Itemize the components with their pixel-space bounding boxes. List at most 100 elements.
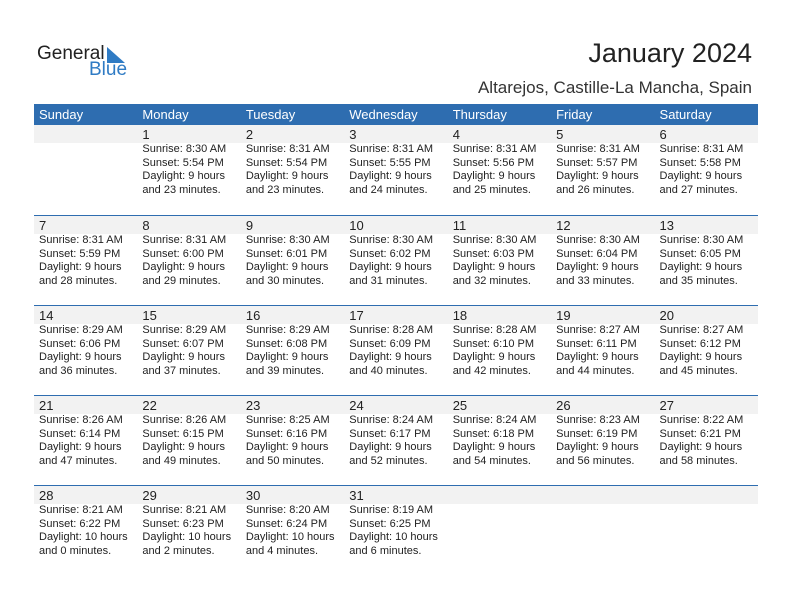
sunset-text: Sunset: 6:18 PM bbox=[452, 427, 535, 440]
day-cell: 4 Sunrise: 8:31 AM Sunset: 5:56 PM Daylight… bbox=[448, 125, 551, 215]
sunset-text: Sunset: 6:21 PM bbox=[659, 427, 741, 440]
daylight-text: Daylight: 9 hours bbox=[556, 261, 639, 273]
sunset-text: Sunset: 6:00 PM bbox=[142, 247, 224, 260]
day-cell: 7 Sunrise: 8:31 AM Sunset: 5:59 PM Daylight… bbox=[34, 216, 137, 305]
day-number: 1 bbox=[142, 127, 150, 142]
daylight-text: Daylight: 9 hours bbox=[349, 441, 432, 453]
day-cell: 19 Sunrise: 8:27 AM Sunset: 6:11 PM Dayligh… bbox=[551, 306, 654, 395]
daylight-minutes-text: and 50 minutes. bbox=[245, 454, 325, 467]
logo-text-blue: Blue bbox=[89, 59, 128, 80]
sunrise-text: Sunrise: 8:30 AM bbox=[349, 234, 434, 246]
sunset-text: Sunset: 5:54 PM bbox=[142, 156, 224, 169]
daylight-text: Daylight: 9 hours bbox=[556, 170, 639, 182]
logo-triangle-icon bbox=[107, 47, 125, 63]
daylight-minutes-text: and 45 minutes. bbox=[659, 364, 738, 377]
daylight-minutes-text: and 37 minutes. bbox=[142, 364, 221, 377]
day-number: 23 bbox=[245, 398, 261, 413]
day-cell: 18 Sunrise: 8:28 AM Sunset: 6:10 PM Dayligh… bbox=[448, 306, 551, 395]
daylight-minutes-text: and 4 minutes. bbox=[245, 544, 318, 557]
sunrise-text: Sunrise: 8:26 AM bbox=[142, 414, 227, 426]
sunset-text: Sunset: 6:12 PM bbox=[659, 337, 741, 350]
day-cell: 24 Sunrise: 8:24 AM Sunset: 6:17 PM Dayligh… bbox=[344, 396, 447, 485]
sunrise-text: Sunrise: 8:29 AM bbox=[245, 324, 330, 336]
day-cell: 31 Sunrise: 8:19 AM Sunset: 6:25 PM Dayligh… bbox=[344, 486, 447, 575]
day-number: 10 bbox=[349, 218, 364, 233]
day-cell: 3 Sunrise: 8:31 AM Sunset: 5:55 PM Daylight… bbox=[344, 125, 447, 215]
sunset-text: Sunset: 6:19 PM bbox=[556, 427, 638, 440]
daylight-text: Daylight: 9 hours bbox=[39, 441, 122, 453]
daylight-text: Daylight: 9 hours bbox=[556, 351, 639, 363]
day-cell: 23 Sunrise: 8:25 AM Sunset: 6:16 PM Dayligh… bbox=[241, 396, 344, 485]
sunset-text: Sunset: 6:08 PM bbox=[245, 337, 328, 350]
daylight-text: Daylight: 9 hours bbox=[659, 441, 743, 453]
sunset-text: Sunset: 6:17 PM bbox=[349, 427, 431, 440]
daylight-text: Daylight: 9 hours bbox=[39, 261, 122, 273]
location-subtitle: Altarejos, Castille-La Mancha, Spain bbox=[477, 78, 752, 97]
day-cell: 8 Sunrise: 8:31 AM Sunset: 6:00 PM Daylight… bbox=[137, 216, 240, 305]
day-number: 18 bbox=[452, 308, 468, 323]
daylight-text: Daylight: 9 hours bbox=[659, 261, 743, 273]
day-number-band bbox=[34, 396, 758, 414]
sunset-text: Sunset: 6:23 PM bbox=[142, 517, 224, 530]
day-cell: 29 Sunrise: 8:21 AM Sunset: 6:23 PM Dayligh… bbox=[137, 486, 240, 575]
sunrise-text: Sunrise: 8:27 AM bbox=[659, 324, 744, 336]
day-cell: 27 Sunrise: 8:22 AM Sunset: 6:21 PM Dayligh… bbox=[655, 396, 758, 485]
daylight-text: Daylight: 9 hours bbox=[142, 170, 225, 182]
sunrise-text: Sunrise: 8:31 AM bbox=[659, 143, 744, 155]
day-cell: 22 Sunrise: 8:26 AM Sunset: 6:15 PM Dayligh… bbox=[137, 396, 240, 485]
daylight-minutes-text: and 39 minutes. bbox=[245, 364, 325, 377]
day-number: 26 bbox=[556, 398, 571, 413]
day-number: 6 bbox=[659, 127, 667, 142]
sunrise-text: Sunrise: 8:27 AM bbox=[556, 324, 640, 336]
daylight-text: Daylight: 9 hours bbox=[142, 261, 225, 273]
weekday-saturday: Saturday bbox=[659, 107, 712, 122]
empty-day-cell bbox=[34, 125, 137, 215]
week-row: 28 Sunrise: 8:21 AM Sunset: 6:22 PM Dayligh… bbox=[34, 485, 758, 575]
sunrise-text: Sunrise: 8:26 AM bbox=[39, 414, 123, 426]
sunset-text: Sunset: 5:58 PM bbox=[659, 156, 741, 169]
sunrise-text: Sunrise: 8:29 AM bbox=[39, 324, 123, 336]
daylight-minutes-text: and 24 minutes. bbox=[349, 183, 428, 196]
sunrise-text: Sunrise: 8:31 AM bbox=[142, 234, 227, 246]
daylight-minutes-text: and 40 minutes. bbox=[349, 364, 428, 377]
week-row: 21 Sunrise: 8:26 AM Sunset: 6:14 PM Dayligh… bbox=[34, 395, 758, 485]
empty-day-cell bbox=[551, 486, 654, 575]
weekday-header: Sunday Monday Tuesday Wednesday Thursday Frid… bbox=[34, 104, 758, 125]
day-number: 3 bbox=[349, 127, 357, 142]
sunset-text: Sunset: 6:16 PM bbox=[245, 427, 328, 440]
daylight-minutes-text: and 26 minutes. bbox=[556, 183, 635, 196]
daylight-minutes-text: and 36 minutes. bbox=[39, 364, 118, 377]
day-cell: 25 Sunrise: 8:24 AM Sunset: 6:18 PM Dayligh… bbox=[448, 396, 551, 485]
sunrise-text: Sunrise: 8:30 AM bbox=[452, 234, 537, 246]
daylight-text: Daylight: 9 hours bbox=[245, 170, 329, 182]
sunset-text: Sunset: 6:15 PM bbox=[142, 427, 224, 440]
daylight-text: Daylight: 9 hours bbox=[659, 351, 743, 363]
day-cell: 10 Sunrise: 8:30 AM Sunset: 6:02 PM Dayligh… bbox=[344, 216, 447, 305]
day-number-band bbox=[34, 216, 758, 234]
logo-text-general: General bbox=[37, 43, 105, 64]
daylight-minutes-text: and 49 minutes. bbox=[142, 454, 221, 467]
daylight-text: Daylight: 10 hours bbox=[142, 531, 232, 543]
sunset-text: Sunset: 6:10 PM bbox=[452, 337, 535, 350]
sunrise-text: Sunrise: 8:31 AM bbox=[556, 143, 640, 155]
sunset-text: Sunset: 6:09 PM bbox=[349, 337, 431, 350]
sunset-text: Sunset: 6:24 PM bbox=[245, 517, 328, 530]
sunset-text: Sunset: 6:03 PM bbox=[452, 247, 535, 260]
daylight-minutes-text: and 30 minutes. bbox=[245, 274, 325, 287]
daylight-text: Daylight: 9 hours bbox=[452, 441, 536, 453]
day-number: 22 bbox=[142, 398, 157, 413]
daylight-text: Daylight: 9 hours bbox=[452, 170, 536, 182]
sunset-text: Sunset: 6:04 PM bbox=[556, 247, 638, 260]
day-cell: 1 Sunrise: 8:30 AM Sunset: 5:54 PM Daylight… bbox=[137, 125, 240, 215]
day-cell: 6 Sunrise: 8:31 AM Sunset: 5:58 PM Daylight… bbox=[655, 125, 758, 215]
day-number: 8 bbox=[142, 218, 150, 233]
day-number: 14 bbox=[39, 308, 54, 323]
sunset-text: Sunset: 6:14 PM bbox=[39, 427, 121, 440]
daylight-minutes-text: and 2 minutes. bbox=[142, 544, 215, 557]
daylight-text: Daylight: 9 hours bbox=[245, 261, 329, 273]
sunrise-text: Sunrise: 8:28 AM bbox=[349, 324, 434, 336]
daylight-minutes-text: and 0 minutes. bbox=[39, 544, 112, 557]
day-number: 15 bbox=[142, 308, 157, 323]
day-number: 17 bbox=[349, 308, 364, 323]
sunrise-text: Sunrise: 8:31 AM bbox=[39, 234, 123, 246]
